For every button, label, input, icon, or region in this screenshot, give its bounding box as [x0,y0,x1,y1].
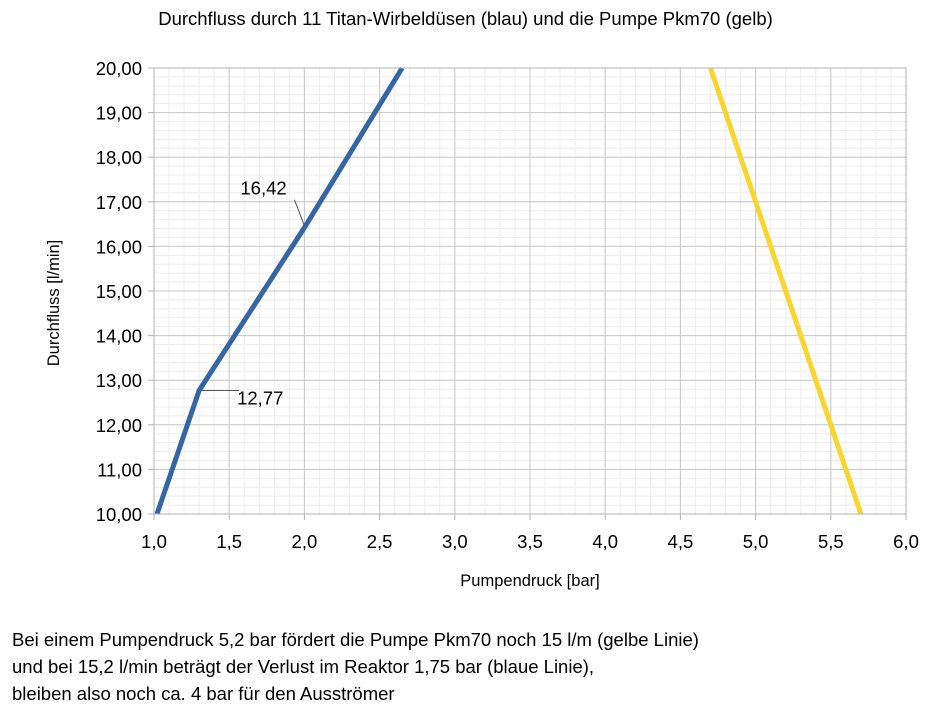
y-tick-label: 19,00 [96,103,142,124]
x-tick-label: 4,0 [592,531,618,552]
y-tick-label: 16,00 [96,236,142,257]
y-tick-label: 15,00 [96,281,142,302]
chart-title: Durchfluss durch 11 Titan-Wirbeldüsen (b… [158,8,773,29]
annotation-label: 16,42 [240,178,286,199]
annotation-label: 12,77 [237,387,283,408]
y-tick-label: 11,00 [97,459,142,480]
x-tick-label: 3,5 [517,531,543,552]
y-axis-label: Durchfluss [l/min] [45,240,63,367]
caption-line: bleiben also noch ca. 4 bar für den Auss… [12,683,395,704]
x-tick-label: 3,0 [442,531,468,552]
y-tick-label: 18,00 [96,147,142,168]
y-tick-label: 20,00 [96,58,142,79]
x-tick-label: 2,0 [292,531,318,552]
y-tick-label: 12,00 [96,415,142,436]
x-tick-label: 4,5 [668,531,694,552]
annotation-leader [293,199,305,226]
x-axis-label: Pumpendruck [bar] [460,572,599,590]
chart-plot: 1,0 1,5 2,0 2,5 3,0 3,5 4,0 4,5 5,0 5,5 6,0 10,00 11… [45,58,919,590]
x-tick-label: 2,5 [367,531,393,552]
y-tick-label: 13,00 [96,370,142,391]
y-tick-label: 10,00 [96,504,142,525]
series-line-blue [154,66,405,515]
x-tick-label: 5,0 [743,531,769,552]
y-tick-label: 17,00 [96,192,142,213]
caption-line: und bei 15,2 l/min beträgt der Verlust i… [12,656,595,677]
x-tick-label: 6,0 [893,531,919,552]
plot-frame [153,67,907,515]
caption-text: Bei einem Pumpendruck 5,2 bar fördert di… [12,626,699,707]
series-line-yellow [708,67,864,515]
x-tick-label: 5,5 [818,531,844,552]
caption-line: Bei einem Pumpendruck 5,2 bar fördert di… [12,629,699,650]
y-tick-label: 14,00 [96,326,142,347]
x-tick-label: 1,0 [141,531,167,552]
x-tick-label: 1,5 [216,531,242,552]
